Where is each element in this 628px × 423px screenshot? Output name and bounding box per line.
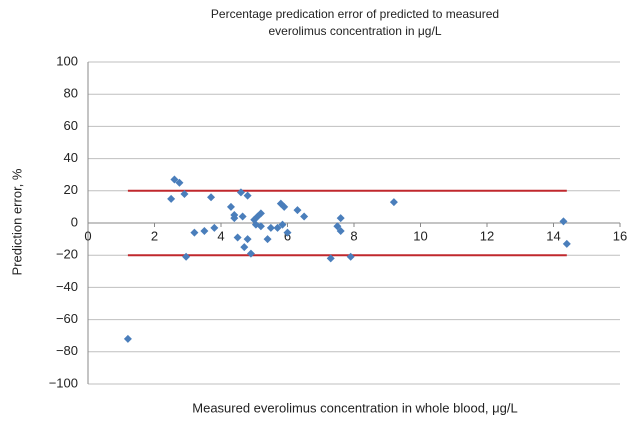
y-tick-label: 100: [56, 53, 78, 68]
point: [200, 227, 209, 236]
point: [175, 178, 184, 187]
point: [167, 194, 176, 203]
point: [346, 252, 355, 261]
point: [280, 202, 289, 211]
point: [326, 254, 335, 263]
point: [207, 193, 216, 202]
point: [562, 239, 571, 248]
point: [283, 228, 292, 237]
point: [243, 235, 252, 244]
x-tick-label: 0: [84, 228, 91, 243]
point: [256, 222, 265, 231]
point: [293, 206, 302, 215]
point: [123, 334, 132, 343]
point: [182, 252, 191, 261]
y-tick-label: −100: [49, 375, 78, 390]
x-tick-label: 10: [413, 228, 427, 243]
point: [236, 188, 245, 197]
point: [273, 223, 282, 232]
y-tick-label: 60: [64, 118, 78, 133]
point: [300, 212, 309, 221]
y-tick-label: −40: [56, 279, 78, 294]
point: [389, 198, 398, 207]
point: [266, 223, 275, 232]
point: [246, 249, 255, 258]
y-tick-label: 40: [64, 150, 78, 165]
point: [180, 190, 189, 199]
point: [333, 222, 342, 231]
point: [238, 212, 247, 221]
y-tick-label: 0: [71, 214, 78, 229]
x-axis-label: Measured everolimus concentration in who…: [192, 400, 517, 415]
point: [210, 223, 219, 232]
point: [230, 214, 239, 223]
point: [559, 217, 568, 226]
x-tick-label: 8: [350, 228, 357, 243]
y-axis-label: Prediction error, %: [9, 168, 24, 275]
point: [170, 175, 179, 184]
point: [263, 235, 272, 244]
point: [278, 220, 287, 229]
chart-title: Percentage predication error of predicte…: [211, 7, 499, 21]
point: [336, 227, 345, 236]
chart-title: everolimus concentration in μg/L: [268, 24, 441, 38]
point: [336, 214, 345, 223]
y-tick-label: −80: [56, 343, 78, 358]
point: [240, 243, 249, 252]
x-tick-label: 16: [613, 228, 627, 243]
point: [226, 202, 235, 211]
y-tick-label: −60: [56, 311, 78, 326]
x-tick-label: 14: [546, 228, 560, 243]
point: [190, 228, 199, 237]
x-tick-label: 2: [151, 228, 158, 243]
x-tick-label: 4: [217, 228, 224, 243]
y-tick-label: 80: [64, 86, 78, 101]
point: [233, 233, 242, 242]
point: [243, 191, 252, 200]
y-tick-label: 20: [64, 182, 78, 197]
point: [256, 209, 265, 218]
x-tick-label: 12: [480, 228, 494, 243]
y-tick-label: −20: [56, 247, 78, 262]
